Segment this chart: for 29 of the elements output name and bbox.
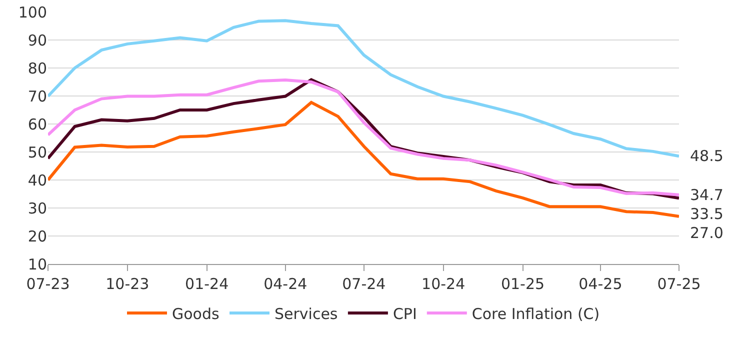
y-tick-label: 70 bbox=[28, 87, 47, 106]
y-tick-label: 40 bbox=[28, 171, 47, 190]
x-tick-label: 07-25 bbox=[657, 275, 701, 293]
legend-label: Core Inflation (C) bbox=[472, 304, 600, 323]
line-series bbox=[48, 19, 679, 158]
x-tick-label: 04-24 bbox=[264, 275, 308, 293]
x-tick-label: 07-23 bbox=[26, 275, 70, 293]
x-tick-label: 01-25 bbox=[500, 275, 545, 293]
y-tick-label: 30 bbox=[28, 199, 47, 218]
data-label: 34.7 bbox=[690, 186, 724, 204]
legend-label: CPI bbox=[392, 304, 417, 323]
y-tick-label: 100 bbox=[18, 3, 47, 22]
y-tick-label: 10 bbox=[28, 255, 47, 274]
y-tick-label: 60 bbox=[28, 115, 47, 134]
x-tick-label: 01-24 bbox=[185, 275, 229, 293]
y-tick-label: 20 bbox=[28, 227, 47, 246]
x-tick-label: 07-24 bbox=[342, 275, 386, 293]
data-label: 33.5 bbox=[690, 205, 724, 223]
line-series bbox=[48, 100, 679, 218]
data-label: 27.0 bbox=[690, 224, 724, 242]
y-tick-label: 50 bbox=[28, 143, 47, 162]
x-tick-label: 04-25 bbox=[578, 275, 622, 293]
y-tick-label: 80 bbox=[28, 59, 47, 78]
legend-label: Services bbox=[274, 304, 338, 323]
legend-label: Goods bbox=[172, 304, 220, 323]
x-tick-label: 10-24 bbox=[422, 275, 466, 293]
data-label: 48.5 bbox=[690, 147, 724, 165]
y-tick-label: 90 bbox=[28, 31, 47, 50]
x-tick-label: 10-23 bbox=[106, 275, 150, 293]
